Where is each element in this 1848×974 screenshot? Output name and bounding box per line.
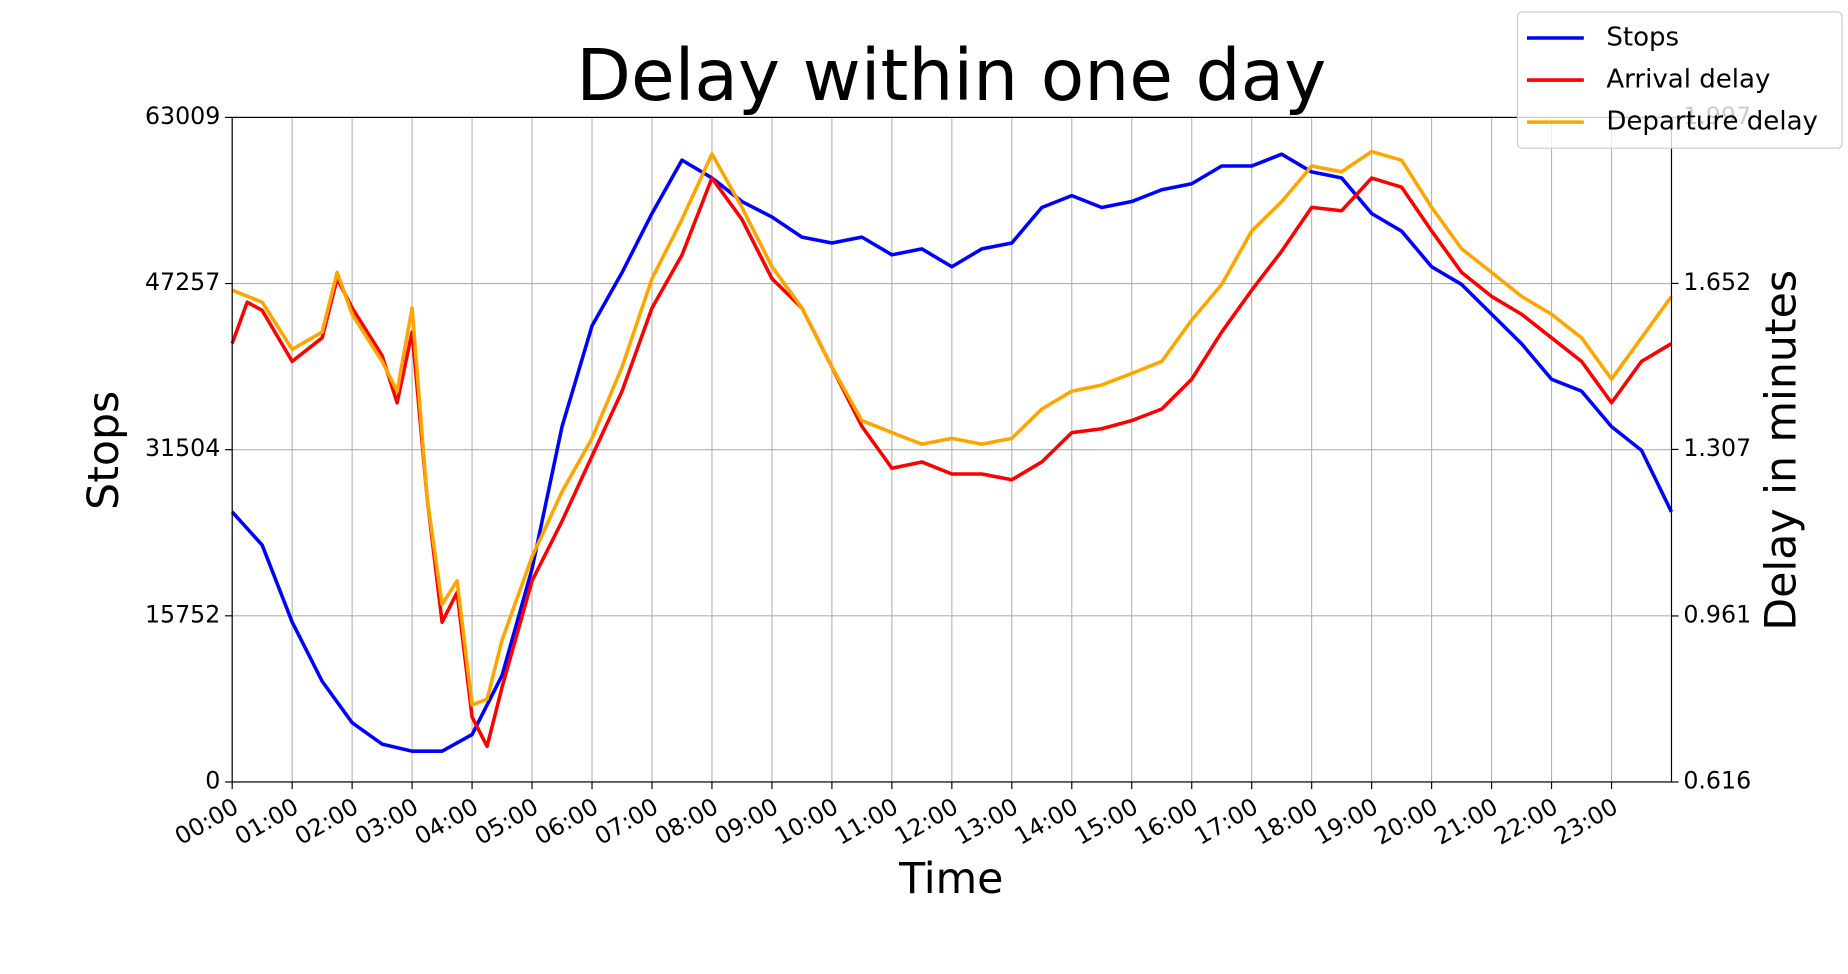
x-tick-label: 04:00 — [410, 792, 483, 850]
x-tick-label: 10:00 — [770, 792, 843, 850]
legend-label: Arrival delay — [1606, 65, 1770, 95]
x-tick-label: 16:00 — [1130, 792, 1203, 850]
x-axis-title: Time — [898, 854, 1003, 904]
y2-tick-label: 0.961 — [1683, 600, 1751, 628]
legend-box — [1516, 11, 1843, 149]
plot-frame — [231, 116, 1673, 783]
x-tick-label: 14:00 — [1010, 792, 1083, 850]
x-tick-label: 00:00 — [170, 792, 243, 850]
x-tick-label: 22:00 — [1489, 792, 1562, 850]
x-tick-label: 01:00 — [230, 792, 303, 850]
y-tick-label: 0 — [205, 766, 220, 794]
x-tick-label: 17:00 — [1190, 792, 1263, 850]
legend-label: Departure delay — [1606, 107, 1818, 137]
x-tick-label: 08:00 — [650, 792, 723, 850]
y2-axis-title: Delay in minutes — [1757, 270, 1807, 631]
x-tick-label: 07:00 — [590, 792, 663, 850]
x-tick-label: 20:00 — [1369, 792, 1442, 850]
y-tick-label: 31504 — [145, 434, 220, 462]
x-tick-label: 15:00 — [1070, 792, 1143, 850]
y-tick-label: 47257 — [145, 268, 220, 296]
chart-title: Delay within one day — [576, 34, 1326, 117]
x-tick-label: 19:00 — [1310, 792, 1383, 850]
x-tick-label: 23:00 — [1549, 792, 1622, 850]
x-tick-label: 12:00 — [890, 792, 963, 850]
y-axis-title: Stops — [79, 391, 129, 510]
y-tick-label: 15752 — [145, 600, 220, 628]
x-tick-label: 21:00 — [1429, 792, 1502, 850]
x-tick-label: 06:00 — [530, 792, 603, 850]
y2-tick-label: 0.616 — [1683, 766, 1751, 794]
legend: Stops Arrival delay Departure delay — [1516, 11, 1843, 149]
series-line — [231, 149, 1673, 707]
y-tick-label: 63009 — [145, 102, 220, 130]
x-tick-label: 03:00 — [350, 792, 423, 850]
x-tick-label: 05:00 — [470, 792, 543, 850]
x-tick-label: 02:00 — [290, 792, 363, 850]
y2-tick-label: 1.307 — [1683, 434, 1751, 462]
legend-label: Stops — [1606, 23, 1679, 53]
series-line — [230, 152, 1674, 753]
y2-tick-label: 1.652 — [1683, 268, 1751, 296]
series-line — [230, 176, 1673, 749]
x-tick-label: 18:00 — [1250, 792, 1323, 850]
x-tick-label: 13:00 — [950, 792, 1023, 850]
x-tick-label: 09:00 — [710, 792, 783, 850]
x-tick-label: 11:00 — [830, 792, 903, 850]
